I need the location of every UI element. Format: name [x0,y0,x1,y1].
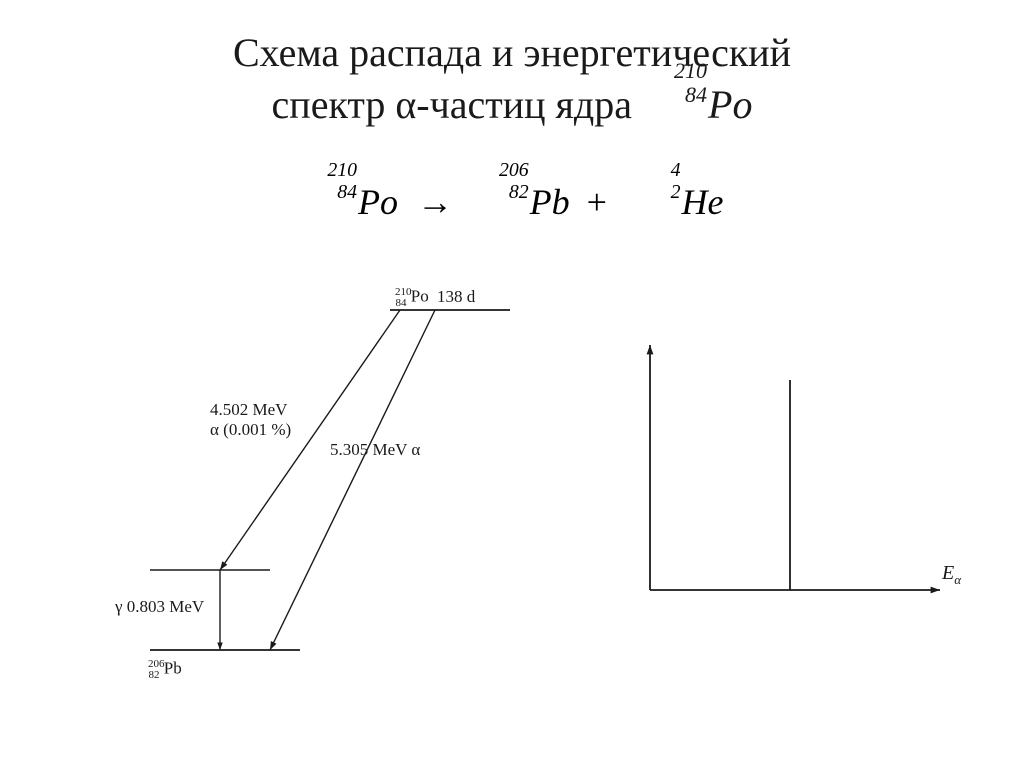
parent-level-label: 21084 Po 138 d [395,286,475,309]
eq-daughter-mass: 206 [499,159,529,182]
title-line2-prefix: спектр α-частиц ядра [272,82,633,127]
slide-title: Схема распада и энергетический спектр α-… [0,28,1024,130]
daughter-z: 82 [149,669,160,681]
daughter-level-label: 20682 Pb [148,658,182,681]
parent-halflife: 138 d [437,287,475,306]
eq-daughter-z: 82 [509,181,529,204]
eq-parent-mass: 210 [327,159,357,182]
eq-parent-sym: Po [358,182,398,222]
title-nuclide-z: 84 [685,81,707,109]
branch1-intensity-label: α (0.001 %) [210,420,291,440]
x-axis-label: Eα [942,562,961,588]
decay-scheme: 21084 Po 138 d 4.502 MeV α (0.001 %) 5.3… [120,290,540,710]
x-axis-label-alpha: α [954,572,961,587]
gamma-label: γ 0.803 MeV [115,597,204,617]
title-nuclide: 210 84 Po [644,78,752,130]
spectrum-svg [620,330,980,630]
parent-sym: Po [411,287,429,306]
x-axis-label-E: E [942,562,954,584]
eq-alpha-mass: 4 [671,159,681,182]
eq-arrow: → [417,182,453,222]
slide: { "title": { "line1": "Схема распада и э… [0,0,1024,767]
title-line1: Схема распада и энергетический [233,30,791,75]
parent-z: 84 [396,297,407,309]
branch1-energy-label: 4.502 MeV [210,400,287,420]
eq-parent-z: 84 [337,181,357,204]
title-nuclide-sym: Po [708,82,752,127]
eq-alpha-sym: He [682,182,724,222]
eq-daughter-sym: Pb [530,182,570,222]
eq-plus: + [587,182,607,222]
decay-equation: 210 84 Po → 206 82 Pb + 4 2 He [0,178,1024,223]
eq-alpha-z: 2 [671,181,681,204]
daughter-sym: Pb [164,659,182,678]
decay-scheme-svg [120,290,540,710]
energy-spectrum: Eα [620,330,980,630]
branch2-energy-label: 5.305 MeV α [330,440,420,460]
